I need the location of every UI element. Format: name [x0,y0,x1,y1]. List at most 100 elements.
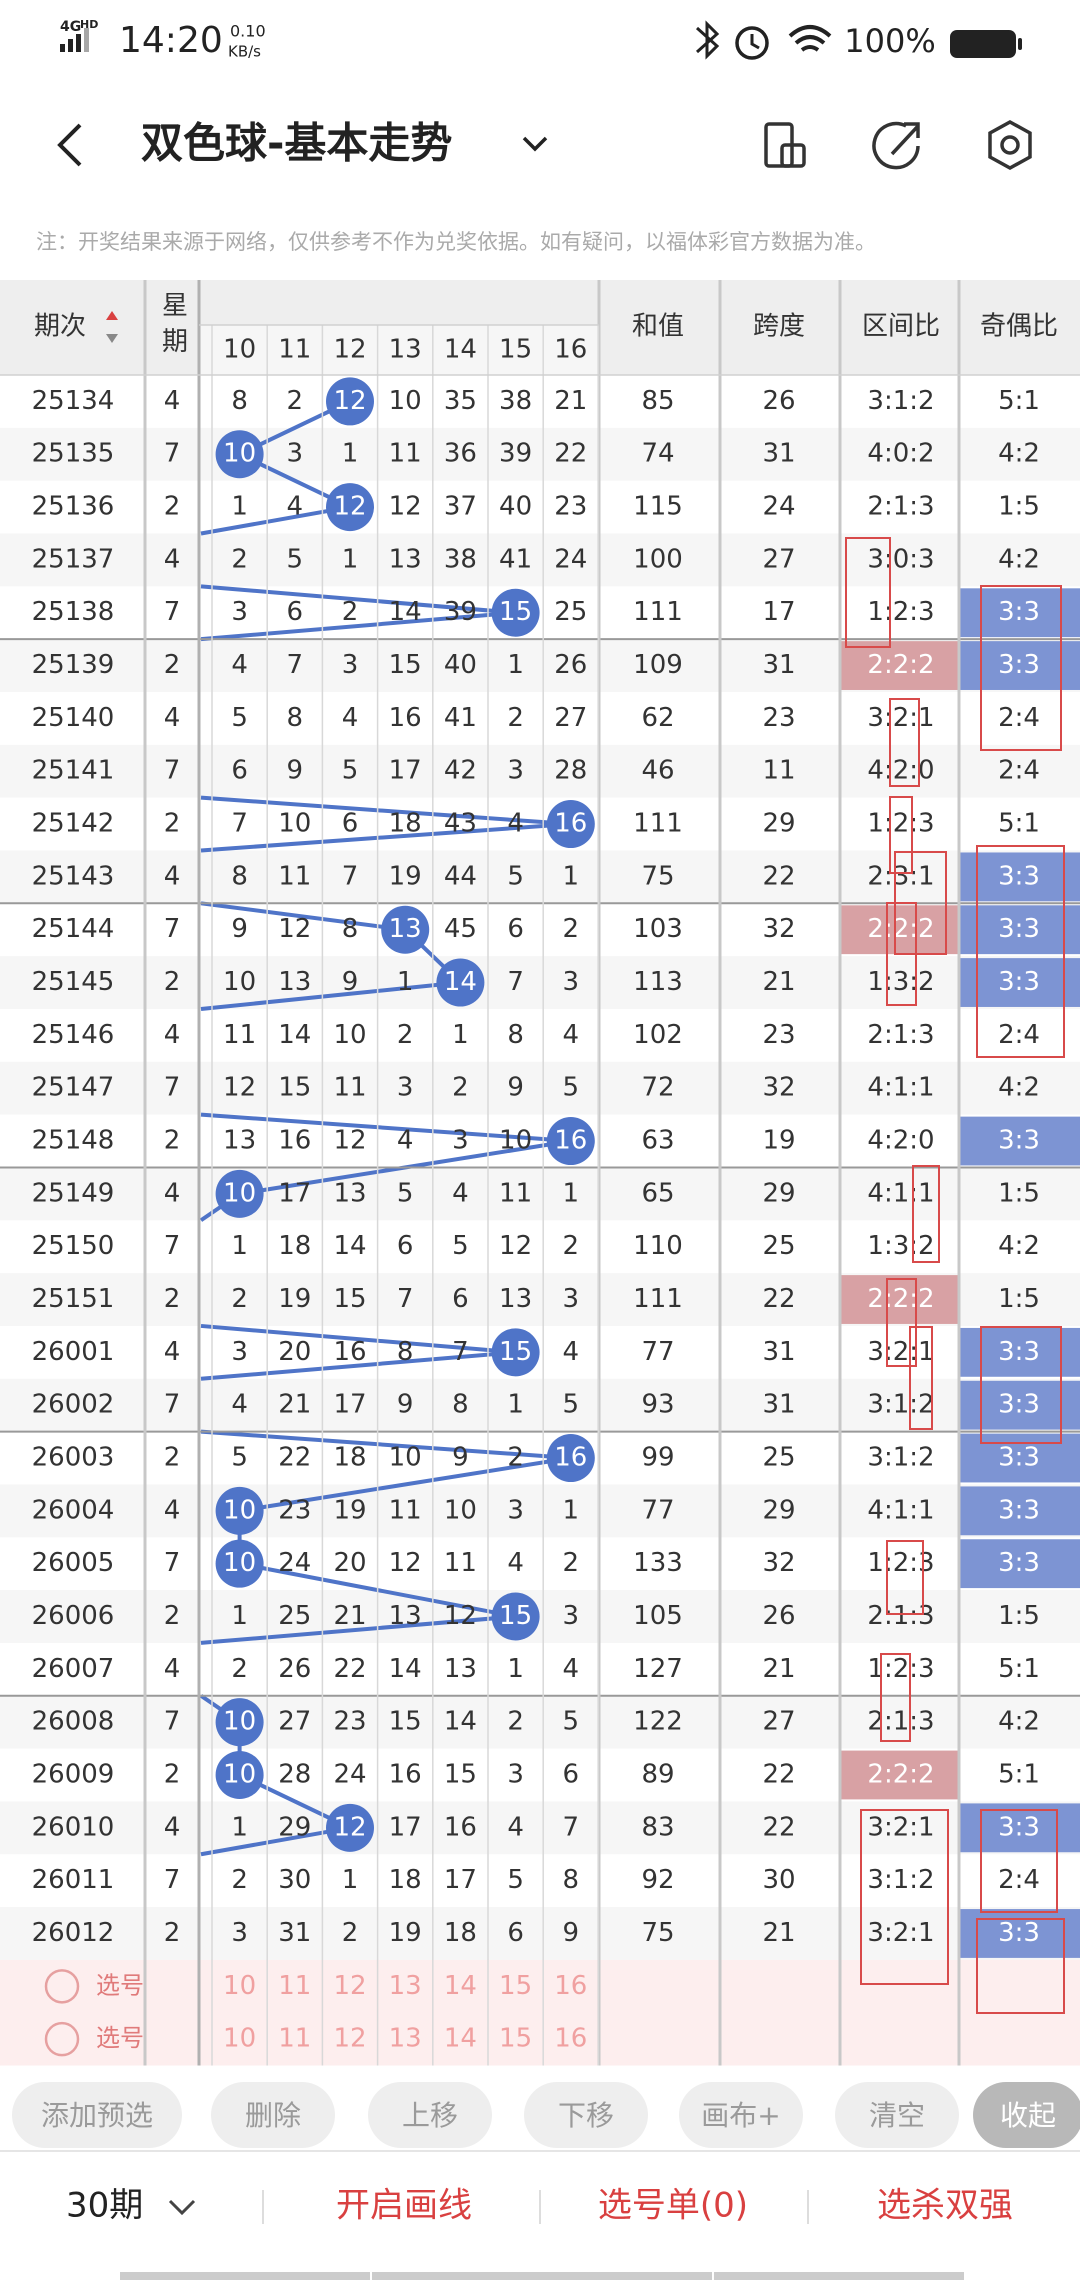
omission: 19 [389,861,422,891]
zone-ratio: 2:2:2 [867,1284,934,1314]
toolbar-label[interactable]: 收起 [1000,2099,1056,2132]
row-bg [0,1907,1080,1960]
toolbar-button[interactable] [973,2082,1080,2148]
select-number[interactable]: 10 [223,1971,256,2001]
toolbar-button[interactable] [211,2082,335,2148]
select-label[interactable]: 选号 [96,2024,144,2052]
select-number[interactable]: 14 [444,1971,477,2001]
omission: 13 [333,1178,366,1208]
omission: 10 [278,809,311,839]
disclaimer: 注：开奖结果来源于网络，仅供参考不作为兑奖依据。如有疑问，以福体彩官方数据为准。 [36,230,876,254]
omission: 1 [507,650,524,680]
ball-number: 10 [223,1178,256,1208]
select-label[interactable]: 选号 [96,1971,144,1999]
toolbar-label[interactable]: 删除 [245,2099,301,2132]
export-icon[interactable] [872,121,920,170]
sum: 110 [633,1231,683,1261]
omission: 19 [333,1495,366,1525]
toolbar-label[interactable]: 添加预选 [41,2099,153,2132]
select-number[interactable]: 12 [333,1971,366,2001]
select-number[interactable]: 15 [499,2024,532,2054]
zone-ratio: 4:1:1 [867,1178,934,1208]
parity-highlight [959,1539,1080,1589]
period-select[interactable]: 30期 [66,2186,143,2226]
toolbar-button[interactable] [12,2082,182,2148]
period: 25151 [32,1284,115,1314]
omission: 5 [342,756,359,786]
omission: 9 [397,1390,414,1420]
ball-number: 10 [223,1707,256,1737]
span: 26 [762,1601,795,1631]
omission: 18 [389,809,422,839]
toolbar-button[interactable] [368,2082,492,2148]
omission: 3 [287,439,304,469]
select-number[interactable]: 15 [499,1971,532,2001]
span: 31 [762,1390,795,1420]
omission: 16 [278,1126,311,1156]
kill-pick-button[interactable]: 选杀双强 [877,2186,1013,2226]
toolbar-button[interactable] [835,2082,959,2148]
parity-ratio: 5:1 [998,1759,1040,1789]
weekday: 4 [164,1812,181,1842]
parity-ratio: 3:3 [998,1495,1040,1525]
omission: 14 [389,1654,422,1684]
omission: 6 [397,1231,414,1261]
omission: 19 [278,1284,311,1314]
draw-line-button[interactable]: 开启画线 [336,2186,472,2226]
omission: 15 [333,1284,366,1314]
select-number[interactable]: 13 [389,2024,422,2054]
toolbar-button[interactable] [679,2082,803,2148]
omission: 8 [507,1020,524,1050]
select-number[interactable]: 12 [333,2024,366,2054]
settings-icon[interactable] [988,120,1032,170]
zone-ratio: 4:1:1 [867,1073,934,1103]
span: 31 [762,439,795,469]
trend-line [200,1350,516,1381]
omission: 10 [444,1495,477,1525]
omission: 35 [444,386,477,416]
sum: 93 [641,1390,674,1420]
select-number[interactable]: 14 [444,2024,477,2054]
omission: 1 [563,861,580,891]
select-number[interactable]: 10 [223,2024,256,2054]
omission: 41 [499,544,532,574]
omission: 6 [507,1918,524,1948]
omission: 42 [444,756,477,786]
toolbar-label[interactable]: 下移 [558,2099,614,2132]
weekday: 7 [164,1865,181,1895]
title-dropdown[interactable] [522,136,548,152]
network-hd: HD [80,18,98,31]
omission: 7 [231,809,248,839]
toolbar-label[interactable]: 上移 [402,2099,458,2132]
omission: 18 [389,1865,422,1895]
zone-ratio: 1:3:2 [867,967,934,997]
parity-ratio: 3:3 [998,1548,1040,1578]
select-number[interactable]: 11 [278,2024,311,2054]
omission: 17 [278,1178,311,1208]
parity-highlight [959,852,1080,902]
ball-number: 12 [333,492,366,522]
period: 26002 [32,1390,115,1420]
header-number: 10 [223,335,256,365]
pick-list-button[interactable]: 选号单(0) [598,2186,748,2226]
period: 26004 [32,1495,115,1525]
back-button[interactable] [57,123,82,167]
omission: 13 [389,544,422,574]
ball-number: 12 [333,1812,366,1842]
zone-ratio: 1:2:3 [867,809,934,839]
omission: 14 [389,597,422,627]
period: 25135 [32,439,115,469]
page-title[interactable]: 双色球-基本走势 [141,119,452,168]
select-number[interactable]: 11 [278,1971,311,2001]
parity-ratio: 4:2 [998,1073,1040,1103]
sum: 133 [633,1548,683,1578]
select-number[interactable]: 16 [554,1971,587,2001]
toolbar-label[interactable]: 清空 [869,2099,925,2132]
select-number[interactable]: 13 [389,1971,422,2001]
select-number[interactable]: 16 [554,2024,587,2054]
omission: 19 [389,1918,422,1948]
toolbar-button[interactable] [524,2082,648,2148]
toolbar-label[interactable]: 画布+ [701,2099,780,2132]
parity-ratio: 3:3 [998,1126,1040,1156]
share-icon[interactable] [764,122,806,168]
